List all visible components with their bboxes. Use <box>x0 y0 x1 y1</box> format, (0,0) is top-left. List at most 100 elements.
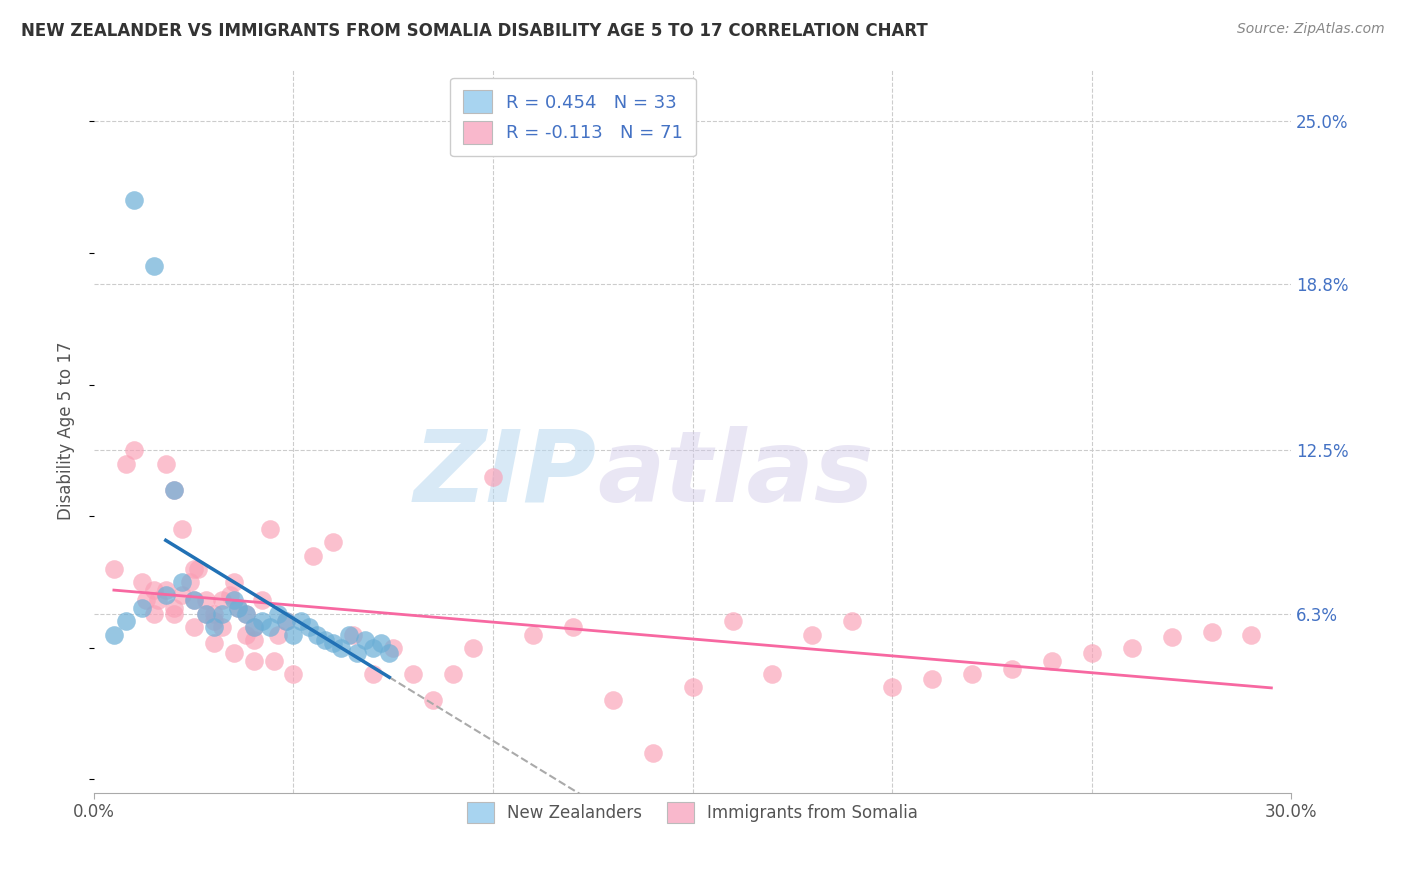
Point <box>960 667 983 681</box>
Point <box>1081 646 1104 660</box>
Point <box>218 588 240 602</box>
Point <box>163 607 186 621</box>
Point <box>242 620 264 634</box>
Point <box>314 632 336 647</box>
Point <box>179 574 201 589</box>
Y-axis label: Disability Age 5 to 17: Disability Age 5 to 17 <box>58 342 75 520</box>
Point <box>266 628 288 642</box>
Point <box>202 607 225 621</box>
Point <box>363 667 385 681</box>
Point <box>163 483 186 497</box>
Point <box>131 601 153 615</box>
Point <box>222 593 245 607</box>
Point <box>211 593 233 607</box>
Point <box>202 635 225 649</box>
Point <box>682 681 704 695</box>
Point <box>561 620 583 634</box>
Point <box>1001 662 1024 676</box>
Point <box>226 601 249 615</box>
Point <box>211 620 233 634</box>
Point <box>194 593 217 607</box>
Point <box>259 620 281 634</box>
Point <box>882 681 904 695</box>
Point <box>283 667 305 681</box>
Point <box>163 601 186 615</box>
Point <box>235 607 257 621</box>
Text: NEW ZEALANDER VS IMMIGRANTS FROM SOMALIA DISABILITY AGE 5 TO 17 CORRELATION CHAR: NEW ZEALANDER VS IMMIGRANTS FROM SOMALIA… <box>21 22 928 40</box>
Point <box>290 615 312 629</box>
Point <box>283 628 305 642</box>
Point <box>382 640 405 655</box>
Text: ZIP: ZIP <box>413 425 596 523</box>
Point <box>142 259 165 273</box>
Point <box>242 620 264 634</box>
Point <box>422 693 444 707</box>
Point <box>461 640 484 655</box>
Point <box>482 469 505 483</box>
Point <box>1160 630 1182 644</box>
Point <box>187 562 209 576</box>
Point <box>302 549 325 563</box>
Point <box>194 607 217 621</box>
Point <box>370 635 392 649</box>
Point <box>235 628 257 642</box>
Point <box>378 646 401 660</box>
Point <box>146 593 169 607</box>
Point <box>274 615 297 629</box>
Point <box>263 654 285 668</box>
Point <box>266 607 288 621</box>
Point <box>250 615 273 629</box>
Point <box>155 588 177 602</box>
Point <box>163 483 186 497</box>
Point <box>183 562 205 576</box>
Point <box>602 693 624 707</box>
Point <box>142 607 165 621</box>
Point <box>346 646 368 660</box>
Point <box>322 635 344 649</box>
Point <box>242 632 264 647</box>
Point <box>170 574 193 589</box>
Point <box>183 620 205 634</box>
Point <box>337 628 360 642</box>
Point <box>235 607 257 621</box>
Point <box>103 628 125 642</box>
Point <box>1040 654 1063 668</box>
Point <box>122 193 145 207</box>
Point <box>298 620 321 634</box>
Point <box>259 522 281 536</box>
Point <box>122 443 145 458</box>
Point <box>242 654 264 668</box>
Point <box>354 632 377 647</box>
Point <box>921 673 943 687</box>
Point <box>135 593 157 607</box>
Text: atlas: atlas <box>596 425 873 523</box>
Point <box>202 615 225 629</box>
Point <box>103 562 125 576</box>
Point <box>1121 640 1143 655</box>
Point <box>307 628 329 642</box>
Point <box>274 615 297 629</box>
Point <box>170 588 193 602</box>
Point <box>222 646 245 660</box>
Point <box>522 628 544 642</box>
Point <box>115 457 138 471</box>
Point <box>761 667 783 681</box>
Point <box>363 640 385 655</box>
Point <box>721 615 744 629</box>
Point <box>142 582 165 597</box>
Point <box>194 607 217 621</box>
Point <box>441 667 464 681</box>
Point <box>183 593 205 607</box>
Point <box>170 522 193 536</box>
Point <box>801 628 824 642</box>
Point <box>131 574 153 589</box>
Point <box>342 628 364 642</box>
Point <box>641 746 664 760</box>
Point <box>222 574 245 589</box>
Point <box>183 593 205 607</box>
Text: Source: ZipAtlas.com: Source: ZipAtlas.com <box>1237 22 1385 37</box>
Point <box>250 593 273 607</box>
Point <box>1201 625 1223 640</box>
Point <box>402 667 425 681</box>
Legend: New Zealanders, Immigrants from Somalia: New Zealanders, Immigrants from Somalia <box>456 790 929 835</box>
